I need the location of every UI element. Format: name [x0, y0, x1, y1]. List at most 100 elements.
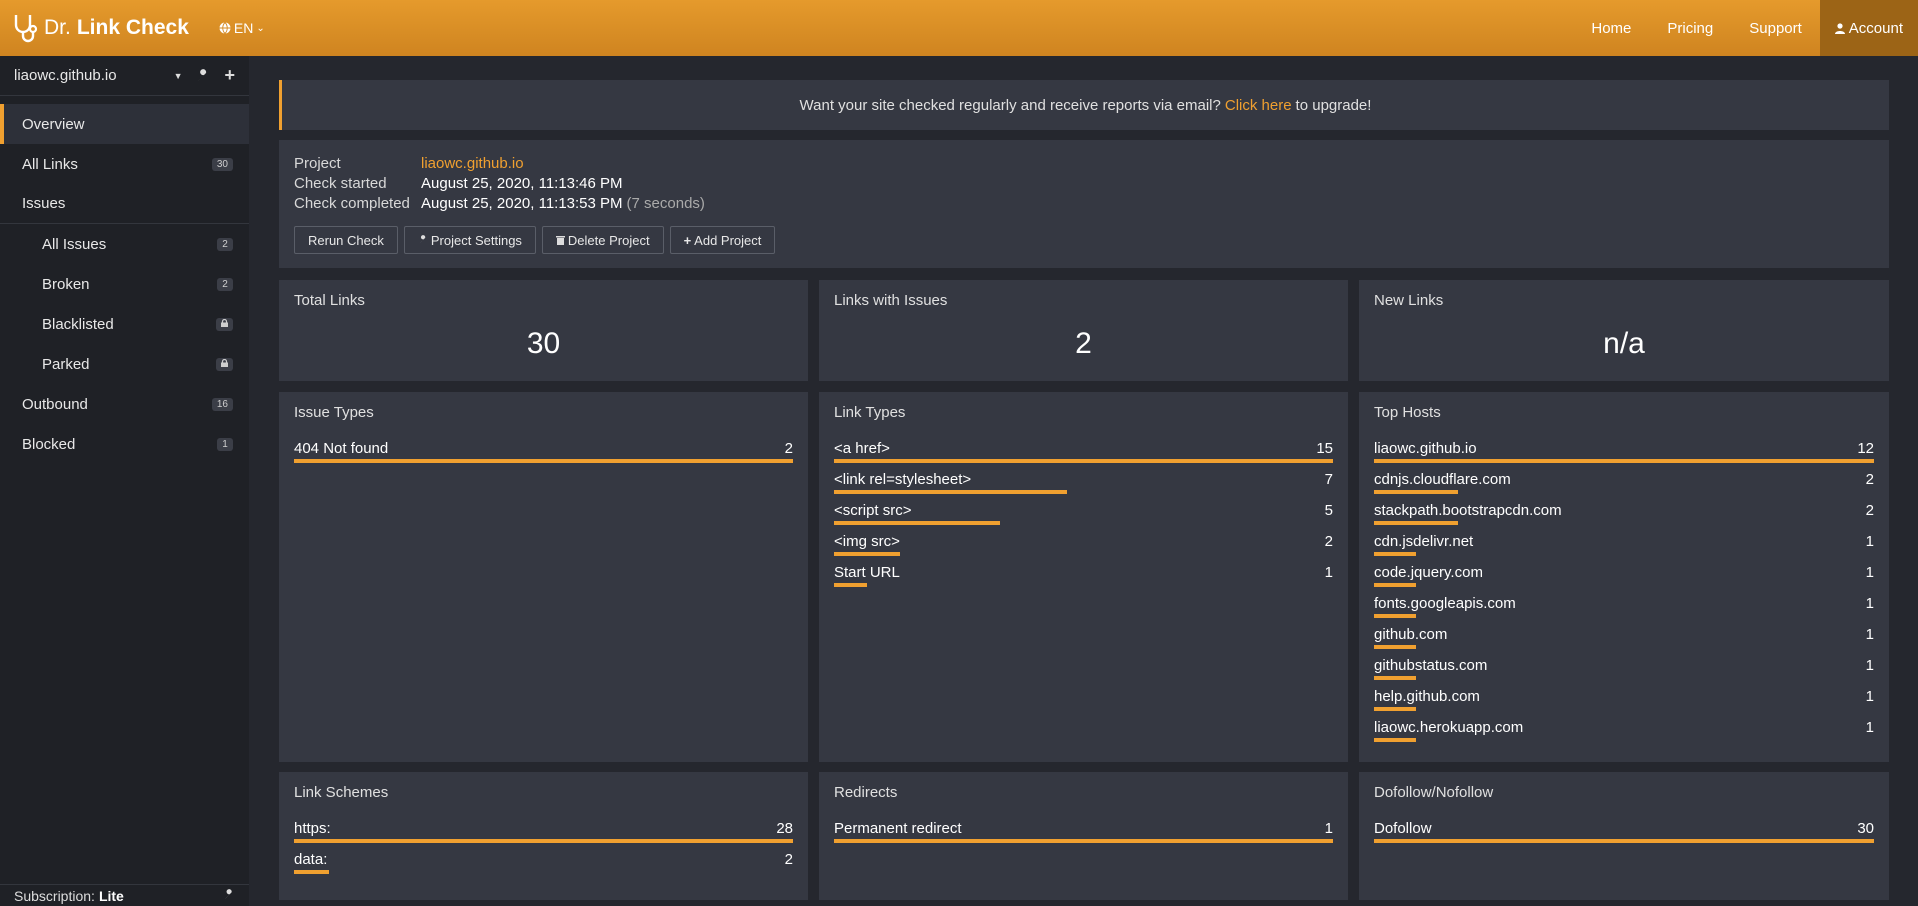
- bar-list-item[interactable]: 404 Not found 2: [294, 437, 793, 468]
- bar-list-item[interactable]: Permanent redirect 1: [834, 817, 1333, 848]
- links-with-issues-card: Links with Issues 2: [819, 280, 1348, 381]
- wrench-icon[interactable]: [196, 68, 210, 83]
- bar-fill: [834, 839, 1333, 843]
- project-link[interactable]: liaowc.github.io: [421, 155, 524, 172]
- sidebar-item-broken[interactable]: Broken 2: [0, 264, 249, 304]
- link-types-card: Link Types <a href> 15 <link rel=styleshee…: [819, 392, 1348, 762]
- bar-value: 2: [1324, 533, 1333, 550]
- caret-down-icon[interactable]: ▼: [173, 70, 183, 81]
- delete-project-button[interactable]: Delete Project: [541, 226, 664, 254]
- bar-list-item[interactable]: data: 2: [294, 848, 793, 879]
- bar-label: Permanent redirect: [834, 820, 962, 837]
- bar-list-item[interactable]: cdnjs.cloudflare.com 2: [1374, 468, 1874, 499]
- brand-prefix: Dr.: [44, 16, 71, 39]
- project-row: Project liaowc.github.io: [294, 154, 1874, 174]
- bar-list-row: github.com 1: [1374, 623, 1874, 643]
- sidebar-item-issues[interactable]: Issues: [0, 184, 249, 224]
- bar-label: help.github.com: [1374, 688, 1480, 705]
- nav-home[interactable]: Home: [1591, 19, 1632, 37]
- sidebar-item-outbound[interactable]: Outbound 16: [0, 384, 249, 424]
- bar-list-row: stackpath.bootstrapcdn.com 2: [1374, 499, 1874, 519]
- bar-list-row: <script src> 5: [834, 499, 1333, 519]
- plus-icon[interactable]: +: [224, 65, 235, 85]
- rerun-check-label: Rerun Check: [308, 232, 384, 248]
- sidebar-item-label: Blacklisted: [42, 315, 114, 333]
- language-selector[interactable]: EN ⌄: [219, 20, 265, 36]
- total-links-card: Total Links 30: [279, 280, 808, 381]
- top-hosts-card: Top Hosts liaowc.github.io 12 cdnjs.cloudf…: [1359, 392, 1889, 762]
- bar-list-item[interactable]: <img src> 2: [834, 530, 1333, 561]
- bar-list-item[interactable]: cdn.jsdelivr.net 1: [1374, 530, 1874, 561]
- check-completed-label: Check completed: [294, 195, 410, 212]
- bar-list-item[interactable]: liaowc.github.io 12: [1374, 437, 1874, 468]
- user-icon: [1834, 22, 1845, 34]
- bar-value: 1: [1324, 820, 1333, 837]
- card-title: New Links: [1374, 292, 1444, 309]
- check-completed-row: Check completed August 25, 2020, 11:13:5…: [294, 194, 1874, 214]
- globe-icon: [219, 22, 231, 34]
- count-badge: 16: [211, 397, 233, 411]
- sidebar-item-overview[interactable]: Overview: [0, 104, 249, 144]
- new-links-value: n/a: [1603, 327, 1645, 360]
- card-title: Total Links: [294, 292, 365, 309]
- bar-list-row: https: 28: [294, 817, 793, 837]
- redirects-card: Redirects Permanent redirect 1: [819, 772, 1348, 900]
- bar-fill: [1374, 614, 1416, 618]
- sidebar-item-all-links[interactable]: All Links 30: [0, 144, 249, 184]
- bar-list-item[interactable]: liaowc.herokuapp.com 1: [1374, 716, 1874, 747]
- bar-list-item[interactable]: <a href> 15: [834, 437, 1333, 468]
- bar-value: 1: [1865, 688, 1874, 705]
- bar-list-item[interactable]: Start URL 1: [834, 561, 1333, 592]
- upgrade-link[interactable]: Click here: [1224, 96, 1292, 114]
- bar-label: cdnjs.cloudflare.com: [1374, 471, 1511, 488]
- bar-list-item[interactable]: https: 28: [294, 817, 793, 848]
- bar-list-row: Start URL 1: [834, 561, 1333, 581]
- project-selector[interactable]: liaowc.github.io ▼ +: [0, 56, 249, 96]
- bar-list-item[interactable]: Dofollow 30: [1374, 817, 1874, 848]
- total-links-value: 30: [526, 327, 561, 360]
- rerun-check-button[interactable]: Rerun Check: [294, 226, 398, 254]
- bar-list-item[interactable]: githubstatus.com 1: [1374, 654, 1874, 685]
- bar-label: Start URL: [834, 564, 900, 581]
- sidebar-item-all-issues[interactable]: All Issues 2: [0, 224, 249, 264]
- bar-list-row: Permanent redirect 1: [834, 817, 1333, 837]
- bar-value: 1: [1865, 626, 1874, 643]
- check-started-value: August 25, 2020, 11:13:46 PM: [421, 175, 623, 192]
- add-project-button[interactable]: + Add Project: [669, 226, 776, 254]
- wrench-icon: [419, 235, 426, 244]
- bar-fill: [1374, 583, 1416, 587]
- bar-value: 1: [1865, 719, 1874, 736]
- sidebar-item-parked[interactable]: Parked: [0, 344, 249, 384]
- bar-fill: [294, 459, 793, 463]
- lock-icon: [216, 357, 233, 371]
- bar-label: <img src>: [834, 533, 900, 550]
- bar-fill: [294, 839, 793, 843]
- wrench-icon[interactable]: [223, 888, 235, 904]
- bar-list-item[interactable]: help.github.com 1: [1374, 685, 1874, 716]
- subscription-plan: Lite: [98, 887, 124, 904]
- nav-account[interactable]: Account: [1819, 0, 1918, 56]
- nav-pricing[interactable]: Pricing: [1667, 19, 1714, 37]
- top-hosts-list: liaowc.github.io 12 cdnjs.cloudflare.com 2 s…: [1374, 437, 1874, 747]
- sidebar-item-blocked[interactable]: Blocked 1: [0, 424, 249, 464]
- brand-logo[interactable]: Dr. Link Check: [12, 13, 189, 43]
- sidebar-item-blacklisted[interactable]: Blacklisted: [0, 304, 249, 344]
- bar-list-item[interactable]: fonts.googleapis.com 1: [1374, 592, 1874, 623]
- nav-support[interactable]: Support: [1749, 19, 1802, 37]
- sidebar-item-label: Parked: [42, 355, 90, 373]
- account-label: Account: [1848, 19, 1903, 37]
- bar-list-item[interactable]: <link rel=stylesheet> 7: [834, 468, 1333, 499]
- sidebar-item-label: Broken: [42, 275, 90, 293]
- bar-list-item[interactable]: code.jquery.com 1: [1374, 561, 1874, 592]
- link-schemes-list: https: 28 data: 2: [294, 817, 793, 879]
- bar-value: 12: [1857, 440, 1874, 457]
- bar-label: code.jquery.com: [1374, 564, 1483, 581]
- bar-value: 2: [1865, 502, 1874, 519]
- dofollow-list: Dofollow 30: [1374, 817, 1874, 848]
- bar-fill: [834, 459, 1333, 463]
- bar-list-item[interactable]: stackpath.bootstrapcdn.com 2: [1374, 499, 1874, 530]
- bar-list-item[interactable]: github.com 1: [1374, 623, 1874, 654]
- bar-list-item[interactable]: <script src> 5: [834, 499, 1333, 530]
- banner-text: Want your site checked regularly and rec…: [799, 96, 1221, 114]
- project-settings-button[interactable]: Project Settings: [403, 226, 536, 254]
